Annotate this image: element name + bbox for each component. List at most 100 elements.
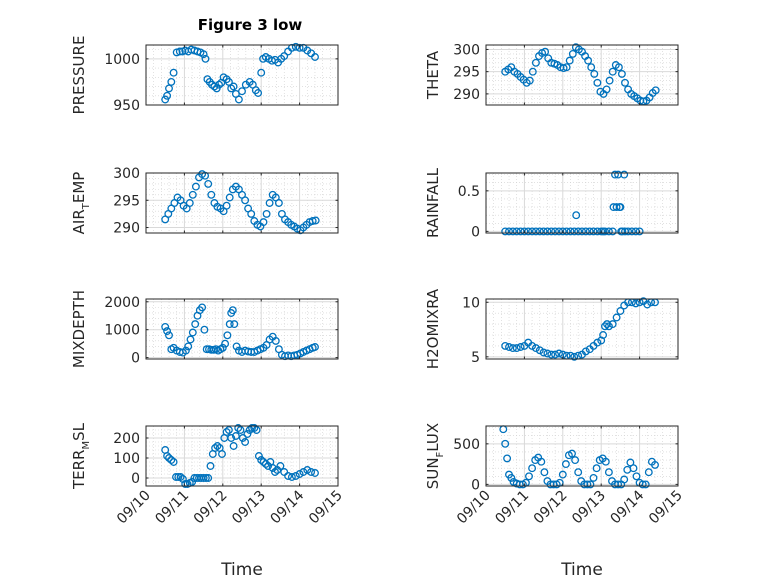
data-point [308,217,317,225]
data-point [311,53,319,61]
data-point [558,227,567,236]
data-point [268,464,277,472]
data-point [620,170,629,179]
data-point [188,190,197,199]
data-point [241,196,250,205]
y-axis-label: H2OMIXRA [424,288,442,369]
data-point [528,341,537,350]
data-point [161,95,170,104]
data-point [228,306,237,315]
data-point [539,227,548,236]
axes-box [145,425,339,487]
y-axis-label: THETA [424,50,442,100]
axes-box [145,298,339,360]
data-point [265,199,274,207]
data-point [592,464,601,473]
data-point [616,307,625,315]
x-tick-label: 09/13 [229,488,269,528]
data-point [501,341,510,350]
data-point [584,56,593,65]
data-point [587,63,596,72]
data-point [181,346,190,355]
data-point [570,227,579,236]
data-point [222,201,231,210]
data-point [535,346,544,355]
data-point [271,468,279,476]
data-point [163,452,172,460]
data-point [247,209,256,218]
data-point [572,211,581,220]
x-tick-label: 09/14 [268,487,308,527]
data-point [299,468,308,476]
data-point [608,320,617,329]
data-point [210,82,219,91]
data-point [264,462,273,470]
figure-title: Figure 3 low [198,16,303,34]
data-point [551,227,560,236]
axes-box [485,172,679,234]
data-point [259,218,268,227]
data-point [616,203,625,212]
subplot-pressure: 950 1000 PRESSURE [70,36,339,114]
data-point [512,227,521,236]
data-point [611,170,619,179]
data-point [185,199,194,207]
data-point [204,179,213,188]
data-point [200,325,209,334]
data-point [528,464,537,473]
axes-box [145,44,339,106]
data-point [531,227,540,236]
y-tick-label: 295 [453,65,480,81]
x-axis-label: Time [220,560,263,580]
data-point [602,85,611,94]
data-point [295,470,304,478]
data-point [311,343,319,351]
y-tick-label: 290 [113,221,140,237]
data-point [184,342,193,351]
data-point [539,348,548,357]
data-point [589,227,598,236]
data-point [307,468,316,476]
data-point [232,342,241,351]
data-point [570,352,579,361]
data-point [578,227,586,236]
data-point [543,349,552,358]
data-point [537,457,546,466]
data-point [165,454,173,462]
y-axis-label: TERRMSL [70,422,92,490]
subplot-sun-flux: 0 500 SUNFLUX 09/1009/1109/1209/1309/1409/1… [424,423,686,580]
data-point [234,95,243,104]
y-tick-label: 0 [131,471,140,487]
data-point [276,462,285,470]
data-point [223,331,232,340]
x-tick-label: 09/15 [646,488,686,528]
data-point [238,87,246,96]
data-point [191,182,200,191]
data-point [571,456,580,465]
data-point [174,473,183,481]
data-point [589,473,598,482]
data-point [604,322,613,331]
data-point [254,89,263,97]
data-point [624,227,633,236]
data-point [568,49,577,58]
data-point [257,456,266,464]
data-point [614,480,623,489]
data-point [603,320,611,329]
data-point [280,468,289,476]
data-point [574,468,583,477]
data-point [241,438,250,446]
y-tick-label: 0.5 [458,184,480,200]
data-point [541,47,550,56]
data-point [558,470,567,479]
data-point [601,457,610,466]
y-axis-label: RAINFALL [424,167,442,238]
subplot-h2omixra: 5 10 H2OMIXRA [424,288,679,369]
data-point [215,80,223,89]
data-point [167,456,176,464]
y-tick-label: 0 [471,477,480,493]
data-point [620,475,629,484]
y-tick-label: 10 [462,295,480,311]
data-point [287,473,296,481]
data-point [516,343,525,351]
